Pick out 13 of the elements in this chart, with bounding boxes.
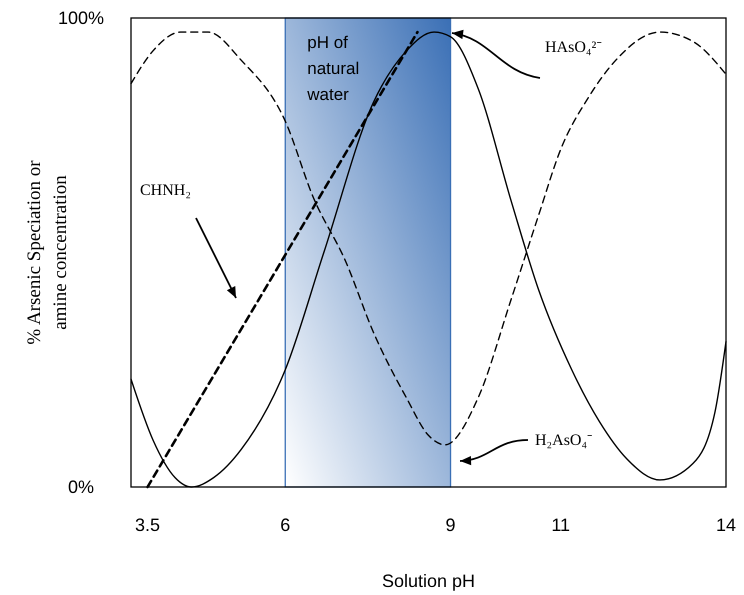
y-tick-label: 100% — [58, 8, 104, 28]
x-tick-label: 3.5 — [135, 515, 160, 535]
x-tick-label: 11 — [551, 515, 570, 535]
x-axis-title: Solution pH — [382, 571, 476, 591]
annotation: CHNH₂ — [140, 182, 191, 199]
x-tick-label: 9 — [446, 515, 456, 535]
annotation: H₂AsO₄⁻ — [535, 432, 592, 449]
band-label: pH of natural water — [306, 33, 360, 104]
y-tick-label: 0% — [68, 477, 94, 497]
x-tick-label: 14 — [716, 515, 736, 535]
x-tick-label: 6 — [280, 515, 290, 535]
y-axis-title: % Arsenic Speciation or amine concentration — [24, 160, 71, 345]
annotation: HAsO₄²⁻ — [545, 39, 602, 56]
